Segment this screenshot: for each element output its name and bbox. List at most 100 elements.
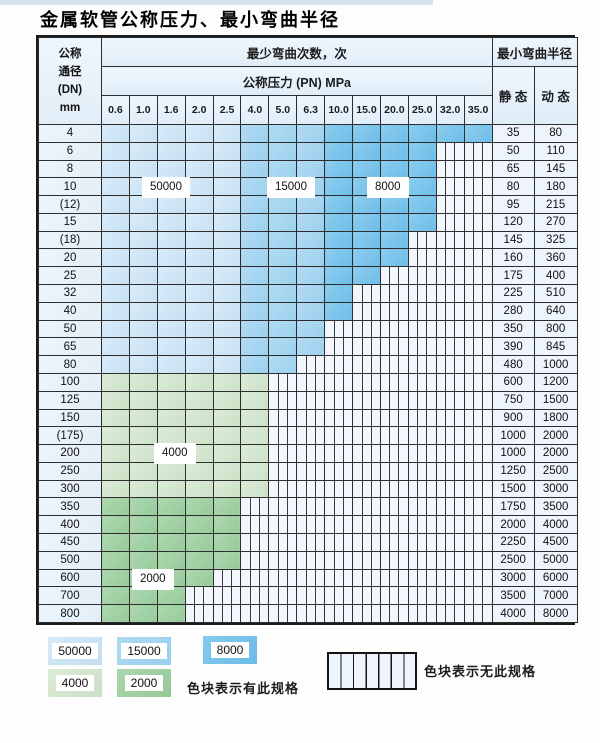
- spec-unavailable-cell: [212, 604, 242, 623]
- legend-swatch-2000: 2000: [117, 669, 171, 697]
- spec-available-cell: [212, 212, 242, 232]
- table-row-dn-700: 700 3500 7000: [38, 586, 578, 606]
- pressure-value-header: 25.0: [407, 95, 437, 125]
- spec-unavailable-cell: [296, 355, 326, 374]
- dn-value: 6: [38, 141, 102, 161]
- spec-available-cell: [268, 212, 298, 232]
- spec-table: 公称 通径 (DN) mm 最少弯曲次数，次 最小弯曲半径 公称压力 (PN) MPa…: [36, 35, 578, 625]
- spec-available-cell: [128, 284, 158, 303]
- dn-value: 350: [38, 497, 102, 517]
- pressure-value-header: 20.0: [379, 95, 409, 125]
- spec-unavailable-cell: [324, 319, 354, 339]
- spec-unavailable-cell: [379, 479, 409, 499]
- static-radius-value: 4000: [491, 604, 535, 623]
- spec-available-cell: [240, 355, 270, 374]
- static-radius-value: 1500: [491, 479, 535, 499]
- spec-available-cell: [156, 248, 186, 268]
- spec-unavailable-cell: [407, 586, 437, 606]
- dynamic-radius-value: 80: [533, 124, 578, 143]
- spec-available-cell: [101, 497, 130, 517]
- table-row-dn-40: 40 280 640: [38, 301, 578, 321]
- spec-available-cell: [184, 479, 214, 499]
- table-row-dn-600: 600 3000 6000: [38, 568, 578, 588]
- static-radius-value: 80: [491, 177, 535, 197]
- table-row-dn-65: 65 390 845: [38, 337, 578, 357]
- static-radius-value: 120: [491, 212, 535, 232]
- legend-swatch-label: 50000: [52, 643, 98, 659]
- spec-unavailable-cell: [407, 515, 437, 534]
- spec-unavailable-cell: [435, 532, 465, 552]
- spec-available-cell: [184, 337, 214, 357]
- dynamic-radius-value: 325: [533, 230, 578, 250]
- spec-available-cell: [156, 604, 186, 623]
- static-radius-value: 175: [491, 266, 535, 286]
- spec-unavailable-cell: [407, 461, 437, 481]
- static-radius-value: 225: [491, 284, 535, 303]
- dn-value: 300: [38, 479, 102, 499]
- spec-unavailable-cell: [268, 479, 298, 499]
- spec-unavailable-cell: [435, 319, 465, 339]
- pressure-value-header: 35.0: [463, 95, 493, 125]
- spec-unavailable-cell: [268, 372, 298, 392]
- dn-value: 200: [38, 444, 102, 463]
- spec-available-cell: [128, 230, 158, 250]
- spec-available-cell: [156, 337, 186, 357]
- spec-unavailable-cell: [435, 426, 465, 446]
- spec-available-cell: [268, 284, 298, 303]
- spec-available-cell: [101, 390, 130, 410]
- spec-available-cell: [268, 124, 298, 143]
- spec-unavailable-cell: [463, 284, 493, 303]
- static-radius-value: 65: [491, 159, 535, 179]
- table-row-dn-15: 15 120 270: [38, 212, 578, 232]
- spec-unavailable-cell: [268, 408, 298, 428]
- spec-unavailable-cell: [352, 444, 381, 463]
- dn-value: (175): [38, 426, 102, 446]
- spec-unavailable-cell: [268, 568, 298, 588]
- spec-available-cell: [212, 319, 242, 339]
- spec-available-cell: [128, 604, 158, 623]
- spec-unavailable-cell: [324, 532, 354, 552]
- dynamic-radius-value: 8000: [533, 604, 578, 623]
- spec-unavailable-cell: [379, 408, 409, 428]
- spec-unavailable-cell: [184, 586, 214, 606]
- spec-unavailable-cell: [352, 532, 381, 552]
- dynamic-column-header: 动 态: [533, 66, 578, 125]
- dynamic-radius-value: 3500: [533, 497, 578, 517]
- spec-unavailable-cell: [463, 497, 493, 517]
- spec-available-cell: [240, 426, 270, 446]
- spec-available-cell: [212, 141, 242, 161]
- spec-available-cell: [184, 355, 214, 374]
- static-radius-value: 1000: [491, 426, 535, 446]
- dynamic-radius-value: 1000: [533, 355, 578, 374]
- spec-available-cell: [128, 141, 158, 161]
- pressure-value-header: 2.0: [184, 95, 214, 125]
- spec-unavailable-cell: [324, 337, 354, 357]
- spec-available-cell: [268, 141, 298, 161]
- spec-available-cell: [212, 355, 242, 374]
- spec-unavailable-cell: [407, 372, 437, 392]
- spec-unavailable-cell: [324, 515, 354, 534]
- spec-unavailable-cell: [352, 568, 381, 588]
- spec-unavailable-cell: [352, 390, 381, 410]
- spec-available-cell: [407, 124, 437, 143]
- static-radius-value: 2250: [491, 532, 535, 552]
- spec-unavailable-cell: [296, 444, 326, 463]
- spec-unavailable-cell: [463, 195, 493, 214]
- spec-unavailable-cell: [463, 212, 493, 232]
- pressure-cycle-table: 公称 通径 (DN) mm 最少弯曲次数，次 最小弯曲半径 公称压力 (PN) MPa…: [38, 37, 578, 623]
- spec-unavailable-cell: [379, 586, 409, 606]
- spec-unavailable-cell: [352, 337, 381, 357]
- spec-available-cell: [212, 532, 242, 552]
- dn-value: 125: [38, 390, 102, 410]
- spec-available-cell: [184, 212, 214, 232]
- dynamic-radius-value: 270: [533, 212, 578, 232]
- spec-available-cell: [101, 408, 130, 428]
- spec-unavailable-cell: [324, 355, 354, 374]
- legend-available-note: 色块表示有此规格: [187, 681, 300, 696]
- spec-unavailable-cell: [296, 497, 326, 517]
- spec-available-cell: [212, 426, 242, 446]
- dynamic-radius-value: 145: [533, 159, 578, 179]
- spec-available-cell: [268, 159, 298, 179]
- static-radius-value: 750: [491, 390, 535, 410]
- spec-available-cell: [184, 301, 214, 321]
